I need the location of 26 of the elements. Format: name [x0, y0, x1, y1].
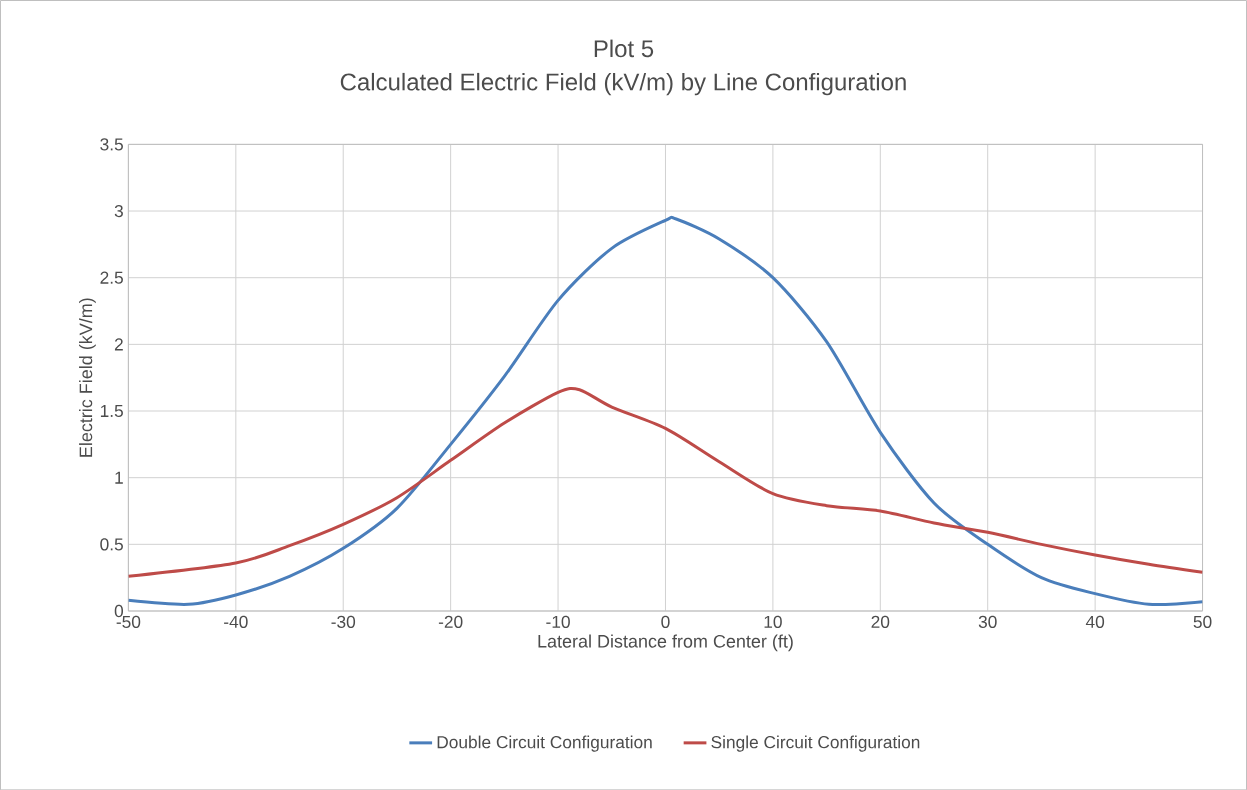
y-tick-label: 2: [114, 338, 123, 351]
y-tick-label: 0: [114, 604, 124, 617]
chart-subtitle: Calculated Electric Field (kV/m) by Line Configuration: [340, 72, 906, 96]
line-series: [128, 387, 1203, 578]
y-tick-label: 3.5: [100, 138, 123, 151]
legend-label: Double Circuit Configuration: [437, 735, 652, 752]
x-axis-title: Lateral Distance from Center (ft): [538, 634, 793, 652]
x-tick-label: 40: [1085, 615, 1105, 628]
x-tick-label: -40: [224, 615, 248, 628]
y-tick-label: 1: [115, 471, 123, 484]
y-tick-label: 3: [114, 204, 123, 217]
x-tick-label: 30: [978, 615, 997, 628]
y-axis-title: Electric Field (kV/m): [79, 298, 96, 457]
chart-title: Plot 5: [594, 39, 654, 58]
y-tick-label: 2.5: [100, 271, 123, 284]
line-series: [128, 217, 1203, 606]
y-tick-label: 0.5: [100, 538, 123, 551]
x-tick-label: -30: [331, 615, 356, 628]
legend-label: Single Circuit Configuration: [711, 735, 920, 752]
x-tick-label: 20: [871, 615, 890, 628]
x-tick-label: 10: [764, 615, 782, 628]
x-tick-label: 50: [1193, 615, 1212, 628]
y-tick-label: 1.5: [100, 404, 123, 417]
x-tick-label: 0: [661, 615, 670, 628]
x-tick-label: -20: [438, 615, 463, 628]
x-tick-label: -10: [546, 615, 570, 628]
